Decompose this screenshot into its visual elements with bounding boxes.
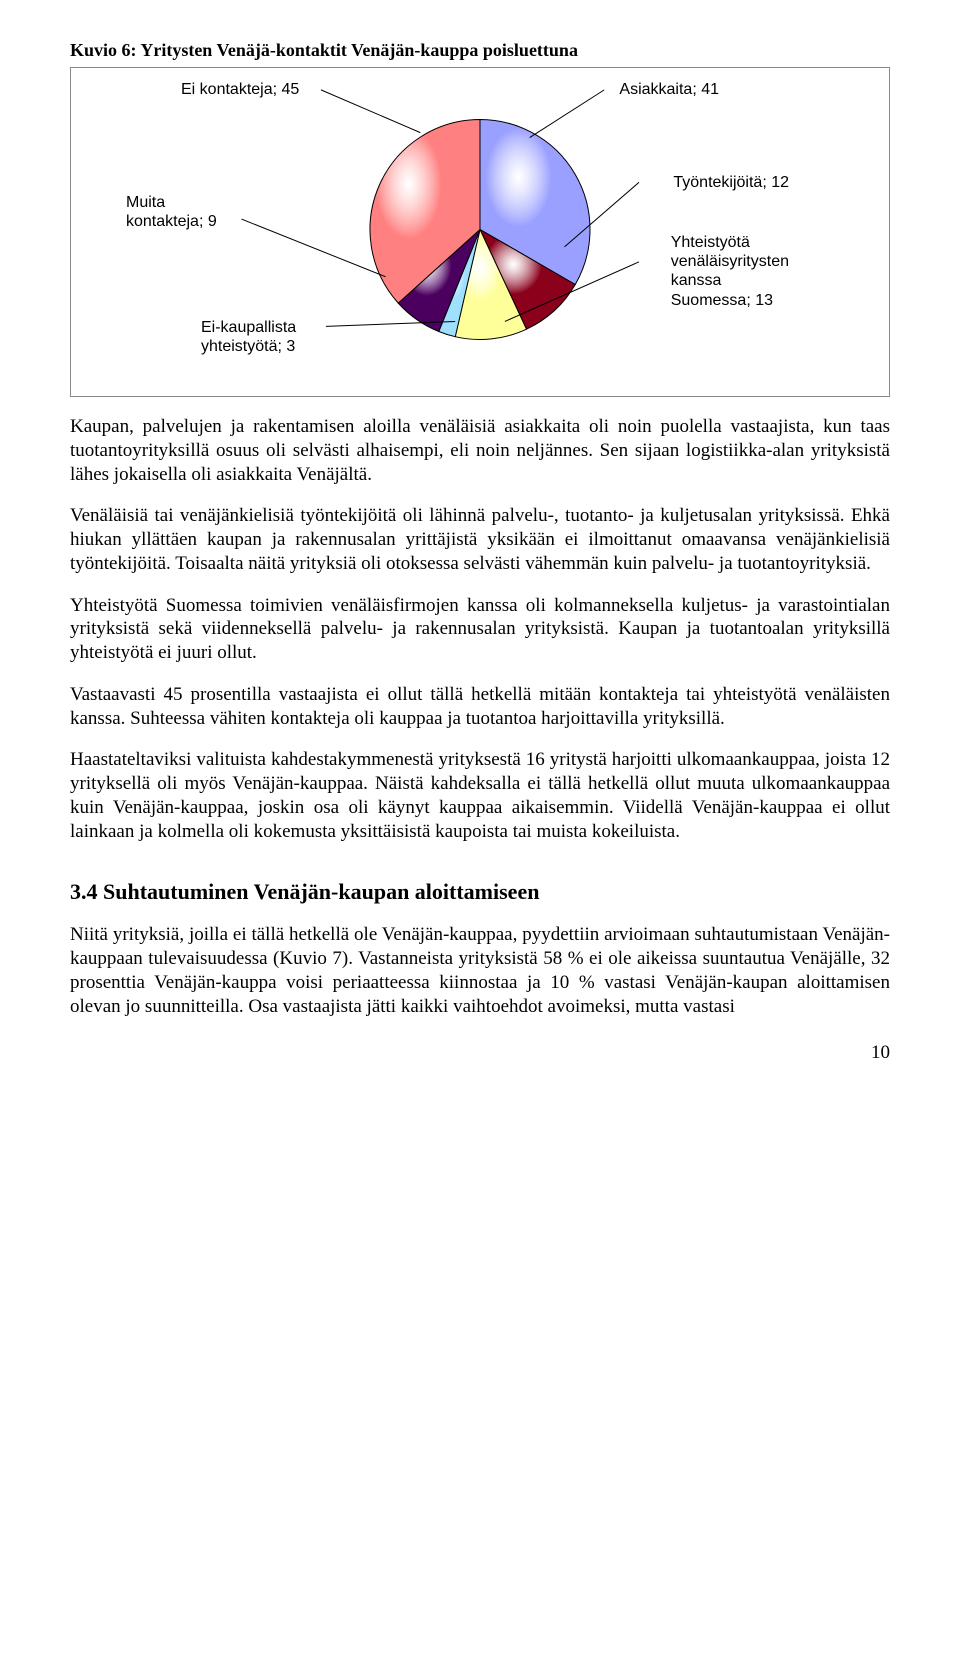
label-ei-kaupallista-l2: yhteistyötä; 3 [201, 338, 295, 355]
label-muita: Muita kontakteja; 9 [126, 193, 217, 231]
label-yhteistyota-l3: kanssa [671, 272, 722, 289]
pie-chart-container: Ei kontakteja; 45 Asiakkaita; 41 Muita k… [70, 67, 890, 397]
label-asiakkaita: Asiakkaita; 41 [619, 80, 719, 99]
section-heading: 3.4 Suhtautuminen Venäjän-kaupan aloitta… [70, 879, 890, 905]
label-yhteistyota-l1: Yhteistyötä [671, 234, 750, 251]
label-muita-l1: Muita [126, 194, 165, 211]
label-ei-kaupallista-l1: Ei-kaupallista [201, 319, 296, 336]
label-yhteistyota-l2: venäläisyritysten [671, 253, 789, 270]
label-muita-l2: kontakteja; 9 [126, 213, 217, 230]
label-ei-kaupallista: Ei-kaupallista yhteistyötä; 3 [201, 318, 296, 356]
paragraph-4: Vastaavasti 45 prosentilla vastaajista e… [70, 683, 890, 731]
label-yhteistyota-l4: Suomessa; 13 [671, 292, 773, 309]
paragraph-5: Haastateltaviksi valituista kahdestakymm… [70, 748, 890, 843]
label-tyontekijoita: Työntekijöitä; 12 [673, 173, 789, 192]
figure-title: Kuvio 6: Yritysten Venäjä-kontaktit Venä… [70, 40, 890, 61]
paragraph-1: Kaupan, palvelujen ja rakentamisen aloil… [70, 415, 890, 486]
label-ei-kontakteja: Ei kontakteja; 45 [181, 80, 299, 99]
label-yhteistyota: Yhteistyötä venäläisyritysten kanssa Suo… [671, 233, 789, 310]
paragraph-2: Venäläisiä tai venäjänkielisiä työntekij… [70, 504, 890, 575]
paragraph-6: Niitä yrityksiä, joilla ei tällä hetkell… [70, 923, 890, 1018]
page-number: 10 [70, 1042, 890, 1064]
paragraph-3: Yhteistyötä Suomessa toimivien venäläisf… [70, 594, 890, 665]
pie-chart [365, 115, 595, 350]
